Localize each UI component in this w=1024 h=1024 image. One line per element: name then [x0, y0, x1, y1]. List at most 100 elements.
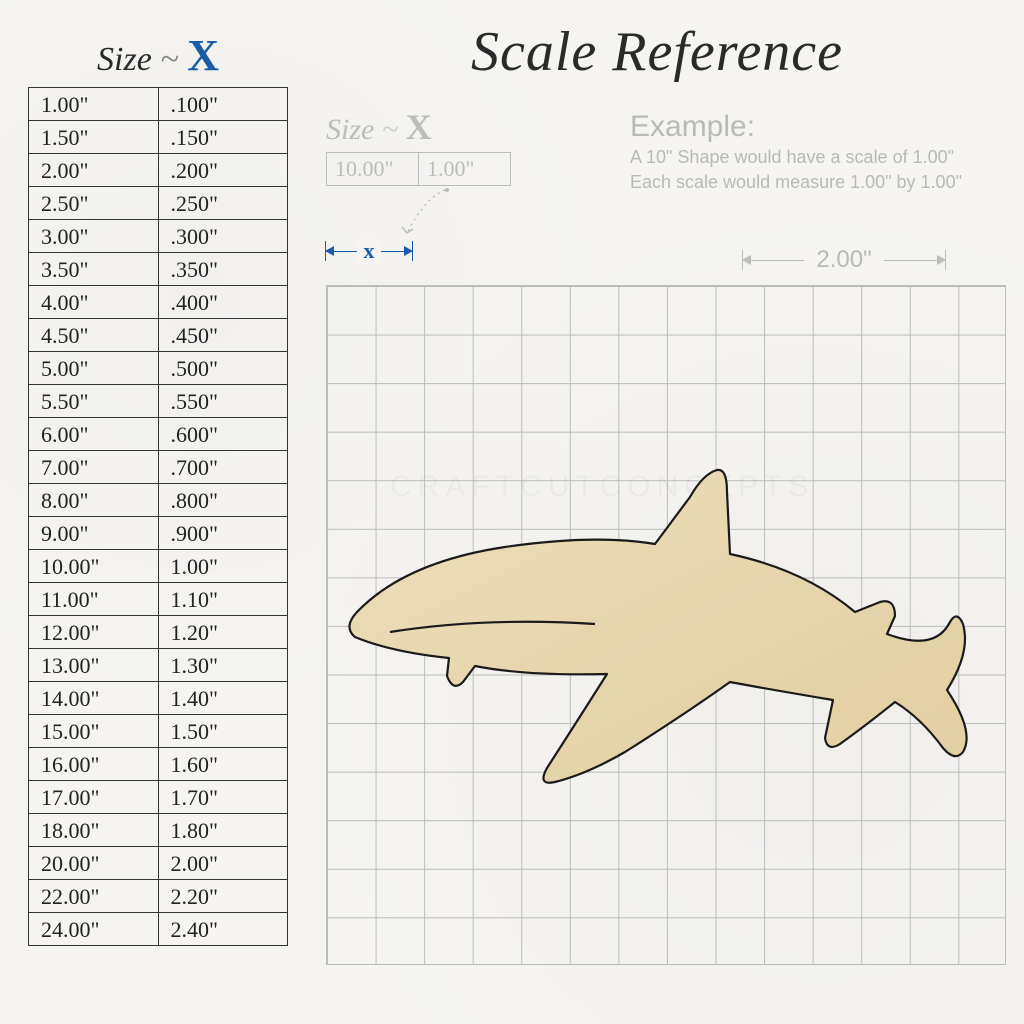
table-row: 8.00".800" — [29, 484, 288, 517]
table-cell: .250" — [158, 187, 288, 220]
x-dimension-indicator: x — [325, 235, 413, 275]
arrow-right-icon — [937, 255, 946, 265]
table-cell: 12.00" — [29, 616, 159, 649]
table-cell: 18.00" — [29, 814, 159, 847]
table-cell: .350" — [158, 253, 288, 286]
table-cell: 5.50" — [29, 385, 159, 418]
table-row: 5.50".550" — [29, 385, 288, 418]
grid-dimension-label: 2.00" — [804, 246, 884, 274]
x-indicator-label: x — [357, 238, 381, 264]
table-row: 9.00".900" — [29, 517, 288, 550]
example-text-block: Example: A 10" Shape would have a scale … — [630, 110, 994, 195]
size-header-prefix: Size — [97, 41, 152, 78]
table-row: 14.00"1.40" — [29, 682, 288, 715]
example-line-2: Each scale would measure 1.00" by 1.00" — [630, 171, 994, 194]
table-cell: 1.00" — [158, 550, 288, 583]
table-row: 11.00"1.10" — [29, 583, 288, 616]
example-line-1: A 10" Shape would have a scale of 1.00" — [630, 146, 994, 169]
table-cell: .500" — [158, 352, 288, 385]
table-cell: 24.00" — [29, 913, 159, 946]
table-cell: .300" — [158, 220, 288, 253]
table-row: 3.00".300" — [29, 220, 288, 253]
table-cell: 4.50" — [29, 319, 159, 352]
table-cell: 15.00" — [29, 715, 159, 748]
table-cell: 6.00" — [29, 418, 159, 451]
table-cell: 1.20" — [158, 616, 288, 649]
table-cell: .150" — [158, 121, 288, 154]
shark-icon — [349, 470, 966, 783]
mini-header-prefix: Size — [326, 113, 374, 146]
example-mini-table: Size ~ X 10.00" 1.00" — [326, 106, 511, 186]
table-cell: 2.40" — [158, 913, 288, 946]
table-cell: 1.70" — [158, 781, 288, 814]
table-cell: 1.10" — [158, 583, 288, 616]
table-cell: 2.20" — [158, 880, 288, 913]
table-cell: 1.60" — [158, 748, 288, 781]
table-row: 5.00".500" — [29, 352, 288, 385]
table-row: 13.00"1.30" — [29, 649, 288, 682]
table-row: 16.00"1.60" — [29, 748, 288, 781]
table-cell: 20.00" — [29, 847, 159, 880]
example-title: Example: — [630, 110, 994, 144]
table-cell: 14.00" — [29, 682, 159, 715]
size-header-dash: ~ — [160, 41, 178, 78]
size-table: Size ~ X 1.00".100"1.50".150"2.00".200"2… — [28, 30, 288, 946]
table-row: 7.00".700" — [29, 451, 288, 484]
table-cell: 10.00" — [29, 550, 159, 583]
arrow-right-icon — [404, 246, 413, 256]
mini-cell-size: 10.00" — [327, 153, 419, 186]
mini-header-x: X — [406, 107, 432, 147]
size-header-x: X — [187, 31, 219, 80]
table-row: 3.50".350" — [29, 253, 288, 286]
scale-data-table: 1.00".100"1.50".150"2.00".200"2.50".250"… — [28, 87, 288, 946]
table-row: 4.00".400" — [29, 286, 288, 319]
mini-header: Size ~ X — [326, 106, 511, 148]
table-cell: 7.00" — [29, 451, 159, 484]
table-row: 15.00"1.50" — [29, 715, 288, 748]
table-cell: 3.00" — [29, 220, 159, 253]
table-row: 22.00"2.20" — [29, 880, 288, 913]
table-row: 1.00".100" — [29, 88, 288, 121]
table-row: 1.50".150" — [29, 121, 288, 154]
table-row: 2.00".200" — [29, 154, 288, 187]
table-cell: 1.80" — [158, 814, 288, 847]
table-row: 10.00" 1.00" — [327, 153, 511, 186]
table-cell: 17.00" — [29, 781, 159, 814]
mini-data-table: 10.00" 1.00" — [326, 152, 511, 186]
table-cell: 2.00" — [158, 847, 288, 880]
shape-silhouette — [335, 452, 975, 792]
arrow-left-icon — [742, 255, 751, 265]
table-row: 4.50".450" — [29, 319, 288, 352]
table-cell: 1.00" — [29, 88, 159, 121]
table-cell: .550" — [158, 385, 288, 418]
table-cell: 16.00" — [29, 748, 159, 781]
table-cell: 2.50" — [29, 187, 159, 220]
table-row: 2.50".250" — [29, 187, 288, 220]
size-table-header: Size ~ X — [28, 30, 288, 87]
arrow-left-icon — [325, 246, 334, 256]
table-cell: .800" — [158, 484, 288, 517]
table-cell: 5.00" — [29, 352, 159, 385]
table-cell: .450" — [158, 319, 288, 352]
table-cell: .400" — [158, 286, 288, 319]
table-cell: 2.00" — [29, 154, 159, 187]
table-row: 10.00"1.00" — [29, 550, 288, 583]
table-row: 6.00".600" — [29, 418, 288, 451]
mini-header-dash: ~ — [382, 113, 398, 146]
grid-dimension-indicator: 2.00" — [742, 244, 946, 284]
table-cell: .700" — [158, 451, 288, 484]
table-cell: 22.00" — [29, 880, 159, 913]
table-row: 12.00"1.20" — [29, 616, 288, 649]
table-row: 24.00"2.40" — [29, 913, 288, 946]
mini-cell-x: 1.00" — [419, 153, 511, 186]
table-cell: .100" — [158, 88, 288, 121]
table-row: 20.00"2.00" — [29, 847, 288, 880]
table-cell: 4.00" — [29, 286, 159, 319]
table-cell: 9.00" — [29, 517, 159, 550]
table-cell: .900" — [158, 517, 288, 550]
table-cell: 13.00" — [29, 649, 159, 682]
table-cell: 1.50" — [29, 121, 159, 154]
page-title: Scale Reference — [310, 20, 1004, 84]
table-row: 18.00"1.80" — [29, 814, 288, 847]
table-cell: .200" — [158, 154, 288, 187]
